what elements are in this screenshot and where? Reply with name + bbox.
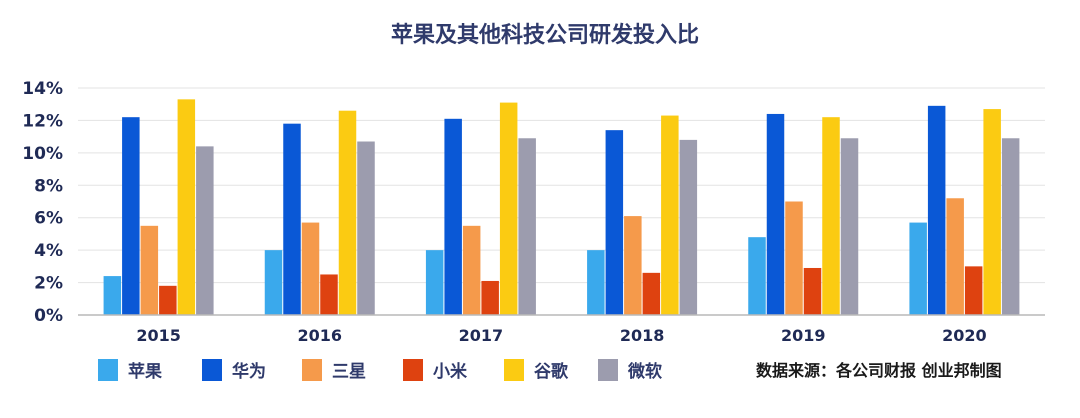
bar-2018-三星 (624, 216, 642, 315)
y-tick-label: 12% (22, 111, 63, 131)
bar-2020-微软 (1001, 138, 1020, 315)
bar-2018-华为 (605, 130, 624, 315)
y-tick-label: 2% (34, 274, 63, 294)
legend-label: 微软 (627, 361, 662, 382)
bar-2016-苹果 (264, 250, 283, 315)
bar-2017-谷歌 (499, 102, 518, 315)
bar-2016-谷歌 (338, 110, 357, 315)
legend-swatch (202, 359, 222, 381)
y-tick-label: 6% (34, 209, 63, 229)
bar-2017-苹果 (425, 250, 444, 315)
bar-2016-三星 (301, 222, 320, 315)
bar-2020-谷歌 (983, 109, 1001, 315)
legend-label: 华为 (232, 361, 266, 382)
gridlines (78, 87, 1045, 284)
y-tick-label: 4% (34, 241, 63, 261)
x-tick-label: 2016 (297, 326, 342, 345)
bar-2016-小米 (320, 274, 338, 315)
legend-label: 苹果 (128, 361, 162, 382)
bar-2015-华为 (122, 117, 140, 315)
y-axis: 0% 2% 4% 6% 8% 10% 12% 14% (22, 79, 63, 326)
bar-2017-华为 (444, 118, 462, 315)
bar-2020-苹果 (909, 222, 927, 315)
legend-swatch (98, 359, 118, 381)
y-tick-label: 8% (34, 176, 63, 196)
bar-2015-微软 (196, 146, 214, 315)
bar-2019-微软 (840, 138, 859, 315)
y-tick-label: 10% (22, 144, 63, 164)
legend-swatch (302, 359, 322, 381)
x-tick-label: 2020 (942, 326, 987, 345)
bar-2017-小米 (481, 280, 499, 315)
bar-2018-小米 (642, 272, 661, 315)
legend-swatch (598, 359, 618, 381)
x-tick-label: 2015 (136, 326, 181, 345)
bar-2017-三星 (462, 225, 481, 315)
source-note: 数据来源：各公司财报 创业邦制图 (756, 361, 1002, 380)
bar-2017-微软 (518, 138, 536, 315)
bar-2019-苹果 (748, 237, 766, 315)
legend-label: 谷歌 (534, 361, 569, 382)
bar-2019-小米 (803, 267, 822, 315)
bar-2020-小米 (964, 266, 983, 315)
y-tick-label: 0% (34, 306, 63, 326)
bar-2018-微软 (679, 139, 698, 315)
bar-2018-苹果 (587, 250, 605, 315)
bar-2015-谷歌 (177, 99, 196, 315)
bar-2016-微软 (357, 141, 375, 315)
bar-2018-谷歌 (661, 115, 679, 315)
legend-label: 三星 (332, 362, 366, 382)
bar-2019-华为 (766, 113, 785, 315)
bar-2019-谷歌 (822, 117, 840, 315)
bar-2016-华为 (283, 123, 301, 316)
legend: 苹果 华为 三星 小米 谷歌 微软 (98, 359, 662, 382)
bar-2019-三星 (785, 201, 803, 315)
y-tick-label: 14% (22, 79, 63, 99)
x-axis: 2015 2016 2017 2018 2019 2020 (136, 326, 986, 345)
legend-swatch (504, 359, 524, 381)
chart-title: 苹果及其他科技公司研发投入比 (391, 22, 699, 48)
legend-swatch (403, 359, 423, 381)
bar-2020-三星 (946, 198, 964, 315)
x-tick-label: 2019 (781, 326, 826, 345)
x-tick-label: 2018 (620, 326, 665, 345)
x-tick-label: 2017 (459, 326, 504, 345)
bar-2015-三星 (140, 225, 159, 315)
legend-label: 小米 (433, 361, 468, 382)
bar-2020-华为 (927, 105, 946, 315)
bar-2015-苹果 (103, 276, 122, 315)
bar-2015-小米 (159, 285, 177, 315)
bars (103, 99, 1020, 316)
